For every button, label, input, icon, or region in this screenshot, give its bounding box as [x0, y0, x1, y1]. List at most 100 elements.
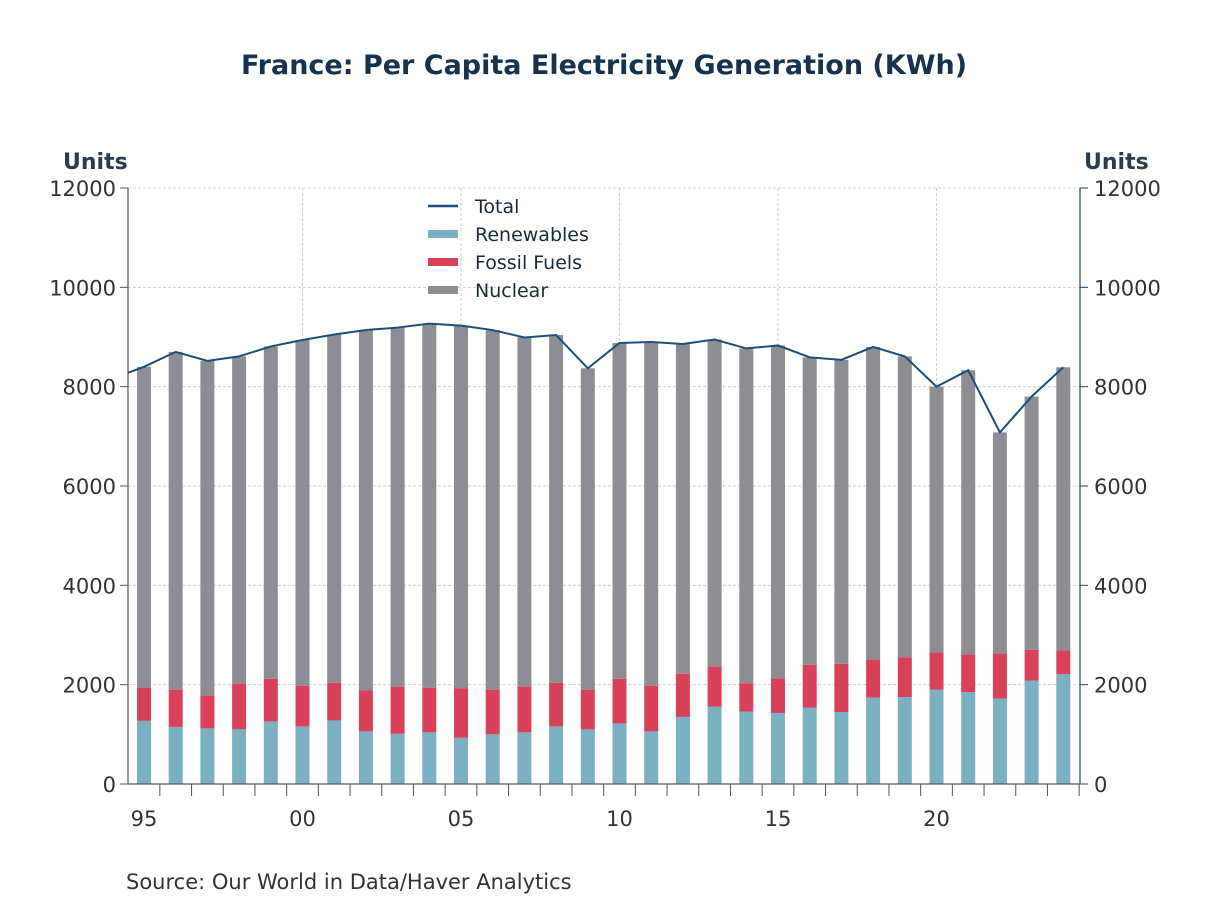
left-axis-label: Units — [63, 150, 128, 175]
bar-layer — [137, 323, 1071, 784]
bar-renewables — [675, 716, 690, 784]
bar-fossil-fuels — [897, 657, 912, 698]
bar-fossil-fuels — [834, 663, 849, 712]
bar-nuclear — [834, 359, 849, 664]
right-tick-label: 2000 — [1094, 674, 1147, 698]
bar-renewables — [992, 698, 1007, 784]
bar-nuclear — [644, 341, 659, 686]
bar-nuclear — [1056, 367, 1071, 651]
x-tick-label: 15 — [765, 807, 792, 831]
bar-nuclear — [517, 337, 532, 687]
left-tick-label: 6000 — [63, 475, 116, 499]
bar-renewables — [485, 734, 500, 784]
bar-nuclear — [295, 339, 310, 686]
bar-fossil-fuels — [675, 673, 690, 717]
bar-fossil-fuels — [517, 686, 532, 733]
bar-nuclear — [739, 348, 754, 684]
bar-renewables — [454, 737, 468, 784]
bar-fossil-fuels — [802, 664, 817, 708]
bar-nuclear — [168, 351, 183, 690]
bar-fossil-fuels — [232, 683, 247, 730]
left-tick-label: 10000 — [49, 276, 116, 300]
bar-renewables — [866, 697, 881, 784]
bar-renewables — [929, 689, 944, 784]
right-tick-label: 6000 — [1094, 475, 1147, 499]
legend-swatch-renewables — [428, 230, 458, 238]
bar-fossil-fuels — [168, 689, 183, 727]
bar-fossil-fuels — [1056, 650, 1071, 675]
bar-fossil-fuels — [485, 689, 500, 735]
bar-nuclear — [802, 357, 817, 665]
legend: Total Renewables Fossil Fuels Nuclear — [428, 196, 589, 302]
bar-nuclear — [454, 325, 468, 689]
axes: 0 0 2000 2000 4000 4000 6000 6000 8000 8000 10000 1… — [49, 177, 1161, 831]
bar-fossil-fuels — [263, 678, 278, 722]
bar-fossil-fuels — [137, 687, 151, 721]
bar-nuclear — [771, 345, 785, 679]
bar-renewables — [897, 697, 912, 784]
bar-fossil-fuels — [771, 678, 785, 713]
legend-swatch-nuclear — [428, 286, 458, 294]
bar-nuclear — [897, 356, 912, 658]
bar-nuclear — [485, 330, 500, 690]
bar-renewables — [1056, 674, 1071, 784]
left-tick-label: 4000 — [63, 574, 116, 598]
bar-renewables — [263, 721, 278, 784]
bar-nuclear — [866, 346, 881, 660]
left-tick-label: 8000 — [63, 376, 116, 400]
bar-renewables — [612, 723, 627, 784]
bar-fossil-fuels — [707, 666, 722, 707]
bar-fossil-fuels — [992, 653, 1007, 699]
bar-nuclear — [232, 356, 247, 684]
left-tick-label: 2000 — [63, 674, 116, 698]
bar-renewables — [1024, 680, 1039, 784]
bar-renewables — [327, 720, 342, 784]
right-tick-label: 8000 — [1094, 376, 1147, 400]
bar-renewables — [232, 729, 247, 784]
bar-fossil-fuels — [866, 659, 881, 698]
chart-title: France: Per Capita Electricity Generatio… — [240, 50, 968, 81]
bar-renewables — [137, 720, 151, 784]
bar-renewables — [422, 732, 437, 784]
right-tick-label: 12000 — [1094, 177, 1161, 201]
bar-renewables — [644, 731, 659, 784]
bar-renewables — [580, 729, 595, 784]
bar-nuclear — [1024, 396, 1039, 650]
bar-renewables — [961, 692, 976, 784]
bar-fossil-fuels — [200, 695, 215, 729]
bar-nuclear — [137, 366, 151, 688]
right-tick-label: 4000 — [1094, 574, 1147, 598]
right-tick-label: 10000 — [1094, 276, 1161, 300]
bar-fossil-fuels — [358, 690, 373, 732]
total-line-layer — [127, 322, 1064, 435]
legend-label-nuclear: Nuclear — [475, 280, 548, 302]
x-tick-label: 95 — [131, 807, 158, 831]
bar-fossil-fuels — [327, 682, 342, 721]
bar-fossil-fuels — [929, 652, 944, 690]
bar-nuclear — [612, 342, 627, 679]
bar-fossil-fuels — [580, 689, 595, 730]
legend-swatch-fossil-fuels — [428, 258, 458, 266]
legend-label-total: Total — [474, 196, 519, 218]
bar-nuclear — [390, 327, 405, 687]
x-tick-label: 20 — [923, 807, 950, 831]
left-tick-label: 12000 — [49, 177, 116, 201]
right-axis-label: Units — [1084, 150, 1149, 175]
bar-fossil-fuels — [612, 678, 627, 724]
bar-renewables — [390, 733, 405, 784]
bar-fossil-fuels — [454, 688, 468, 738]
x-tick-label: 00 — [289, 807, 316, 831]
bar-fossil-fuels — [1024, 649, 1039, 681]
bar-nuclear — [675, 343, 690, 674]
bar-nuclear — [707, 339, 722, 667]
left-tick-label: 0 — [103, 773, 116, 797]
bar-renewables — [802, 707, 817, 784]
source-note: Source: Our World in Data/Haver Analytic… — [126, 870, 572, 894]
x-tick-label: 05 — [448, 807, 475, 831]
bar-nuclear — [929, 386, 944, 653]
legend-label-fossil-fuels: Fossil Fuels — [475, 252, 582, 274]
bar-renewables — [549, 726, 564, 784]
bar-renewables — [834, 711, 849, 784]
bar-fossil-fuels — [961, 654, 976, 693]
